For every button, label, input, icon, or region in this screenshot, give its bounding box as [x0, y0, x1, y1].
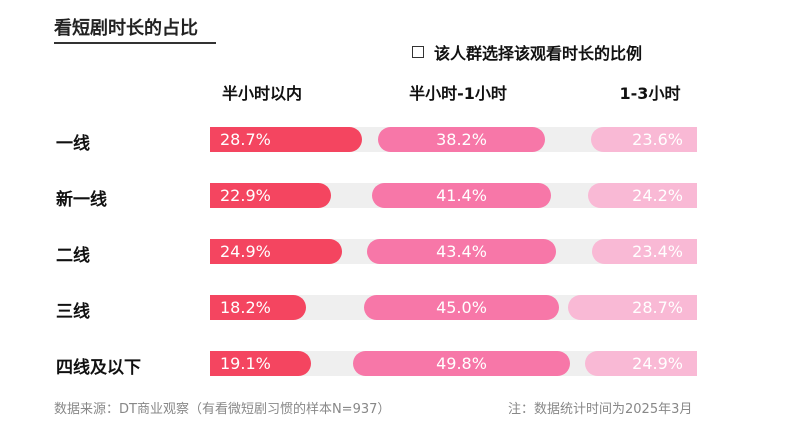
bar-segment-series-2: 38.2%: [378, 127, 545, 152]
data-label: 23.6%: [632, 130, 683, 149]
category-label: 三线: [56, 302, 90, 322]
category-label: 一线: [56, 134, 90, 154]
column-header-1: 半小时以内: [221, 84, 302, 103]
footer-source: 数据来源：DT商业观察（有看微短剧习惯的样本N=937）: [54, 402, 391, 417]
title-underline: [54, 42, 216, 44]
bar-segment-series-3: 24.2%: [587, 183, 697, 208]
bar-segment-series-1: 24.9%: [210, 239, 342, 264]
category-label: 新一线: [56, 190, 107, 210]
data-label: 45.0%: [436, 298, 487, 317]
data-label: 41.4%: [436, 186, 487, 205]
bar-segment-series-3: 23.6%: [590, 127, 697, 152]
chart-title: 看短剧时长的占比: [54, 18, 198, 39]
footer-note: 注：数据统计时间为2025年3月: [508, 402, 693, 417]
legend-square-icon: [412, 46, 424, 58]
column-header-3: 1-3小时: [619, 84, 681, 103]
data-label: 38.2%: [436, 130, 487, 149]
data-label: 43.4%: [436, 242, 487, 261]
data-label: 24.9%: [220, 242, 271, 261]
data-label: 19.1%: [220, 354, 271, 373]
bar-segment-series-1: 28.7%: [210, 127, 363, 152]
bar-segment-series-2: 45.0%: [363, 295, 560, 320]
data-label: 23.4%: [632, 242, 683, 261]
data-label: 22.9%: [220, 186, 271, 205]
data-label: 18.2%: [220, 298, 271, 317]
data-label: 24.9%: [632, 354, 683, 373]
bar-segment-series-1: 19.1%: [210, 351, 312, 376]
bar-segment-series-1: 18.2%: [210, 295, 307, 320]
bar-segment-series-1: 22.9%: [210, 183, 332, 208]
bar-segment-series-3: 28.7%: [567, 295, 697, 320]
column-header-2: 半小时-1小时: [409, 84, 507, 103]
legend-text: 该人群选择该观看时长的比例: [434, 44, 643, 63]
bar-segment-series-3: 24.9%: [584, 351, 697, 376]
data-label: 24.2%: [632, 186, 683, 205]
data-label: 28.7%: [632, 298, 683, 317]
data-label: 49.8%: [436, 354, 487, 373]
data-label: 28.7%: [220, 130, 271, 149]
bar-segment-series-2: 49.8%: [353, 351, 570, 376]
bar-segment-series-2: 43.4%: [367, 239, 556, 264]
bar-segment-series-3: 23.4%: [591, 239, 697, 264]
bar-segment-series-2: 41.4%: [371, 183, 552, 208]
category-label: 四线及以下: [56, 358, 141, 378]
legend: 该人群选择该观看时长的比例: [412, 40, 642, 64]
category-label: 二线: [56, 246, 90, 266]
